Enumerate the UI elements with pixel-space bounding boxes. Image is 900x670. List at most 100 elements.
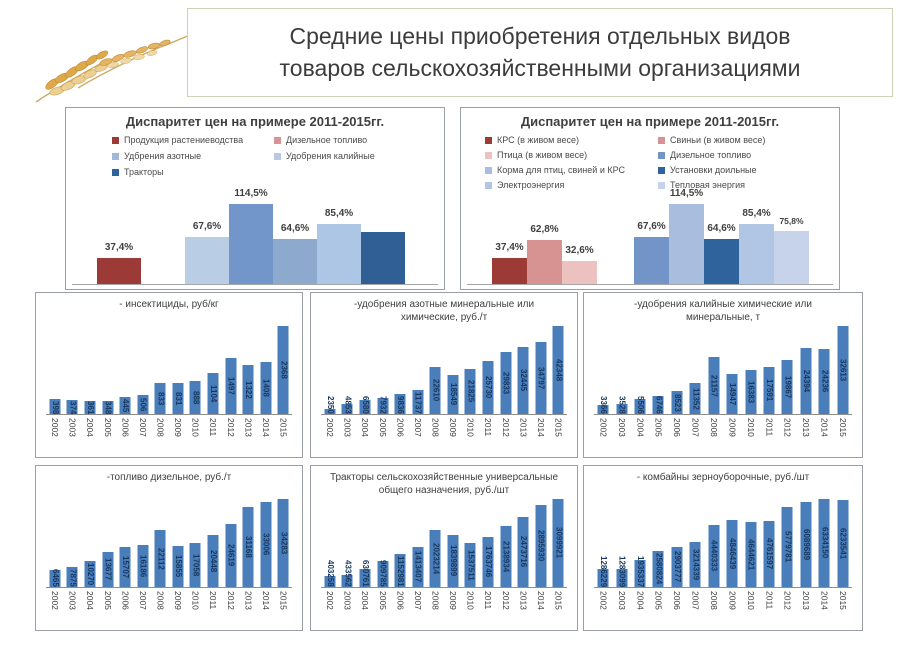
bar-value-label: 1283099 (617, 555, 627, 587)
x-tick-slot: 2004 (356, 418, 374, 452)
chart-title: -удобрения калийные химические или минер… (634, 299, 812, 323)
bar (616, 569, 628, 587)
x-tick-slot: 2012 (778, 591, 796, 625)
bar-value-label: 62,8% (530, 224, 559, 235)
bar (341, 575, 353, 587)
bar-value-label: 15707 (121, 555, 131, 578)
bar (482, 537, 494, 587)
bar (154, 530, 166, 587)
bar-value-label: 24619 (226, 544, 236, 567)
chart-legend: КРС (в живом весе) Свиньи (в живом весе) П… (485, 135, 831, 191)
x-tick-slot: 2007 (134, 591, 152, 625)
bar (704, 239, 739, 284)
x-tick-slot: 2008 (426, 591, 444, 625)
bar-slot: 24619 (222, 499, 240, 587)
bar-value-label: 11352 (691, 387, 701, 410)
bar (708, 525, 720, 587)
bar (137, 545, 149, 587)
bar-slot: 11737 (409, 326, 427, 414)
x-tick-slot: 2014 (532, 591, 550, 625)
legend-label: Продукция растениеводства (124, 135, 244, 145)
bar (394, 394, 406, 414)
bar-slot: 17058 (187, 499, 205, 587)
x-tick-slot: 2008 (151, 418, 169, 452)
bar-slot: 3528 (612, 326, 630, 414)
year-label: 2015 (837, 591, 848, 610)
bar-value-label: 4761597 (765, 538, 774, 570)
chart-plot-area: 403258 433562 630761 909785 1152981 1413407 20… (321, 499, 567, 588)
bar (552, 326, 564, 414)
bar-value-label: 114,5% (669, 188, 704, 199)
x-tick-slot: 2007 (686, 591, 704, 625)
year-label: 2009 (448, 591, 459, 610)
year-label: 2004 (635, 591, 646, 610)
x-tick-slot: 2013 (514, 591, 532, 625)
bar (745, 522, 757, 587)
bar-value-label: 37,4% (104, 242, 134, 253)
bar-value-label: 361 (85, 400, 95, 414)
year-label: 2007 (412, 418, 423, 437)
bar-slot: 2903777 (668, 499, 686, 587)
bar (207, 373, 219, 414)
year-label: 2010 (745, 418, 756, 437)
bar (185, 237, 229, 284)
bar-value-label: 17058 (191, 553, 201, 576)
year-label: 2011 (208, 418, 219, 437)
bar-value-label: 85,4% (324, 208, 354, 219)
slide-title-line-2: товаров сельскохозяйственными организаци… (279, 54, 801, 81)
bar (242, 507, 254, 587)
legend-item: Свиньи (в живом весе) (658, 135, 831, 146)
x-tick-slot: 2015 (833, 591, 851, 625)
legend-label: Птица (в живом весе) (497, 149, 588, 160)
bar-slot: 6089689 (797, 499, 815, 587)
chart-title: - инсектициды, руб/кг (119, 299, 219, 310)
bar-value-label: 3214339 (691, 548, 701, 580)
x-tick-slot: 2014 (815, 591, 833, 625)
bar-slot: 831 (169, 326, 187, 414)
bar (464, 543, 476, 587)
bar-slot: 24236 (815, 326, 833, 414)
year-label: 2006 (395, 418, 406, 437)
x-tick-slot: 2007 (409, 591, 427, 625)
bar-slot: 3099921 (550, 499, 568, 587)
bar-slot: 4644621 (741, 499, 759, 587)
x-tick-slot: 2007 (134, 418, 152, 452)
x-tick-slot: 2002 (321, 591, 339, 625)
bar (189, 543, 201, 587)
bar (763, 521, 775, 587)
year-label: 2005 (102, 591, 113, 610)
bar (49, 570, 61, 587)
bar (652, 396, 664, 414)
bar-slot: 9836 (391, 326, 409, 414)
bar-value-label: 31168 (244, 536, 254, 558)
x-tick-slot: 2006 (668, 418, 686, 452)
mini-chart-diesel-fuel: -топливо дизельное, руб./т 6465 7875 10270… (35, 465, 303, 631)
year-label: 2002 (50, 591, 61, 610)
year-label: 2005 (377, 418, 388, 437)
bar-value-label: 398 (50, 400, 60, 414)
x-tick-slot: 2005 (649, 418, 667, 452)
bar-slot: 6580 (356, 326, 374, 414)
x-tick-slot: 2002 (46, 591, 64, 625)
x-tick-slot: 2002 (594, 591, 612, 625)
year-label: 2005 (653, 418, 664, 437)
bar (429, 367, 441, 414)
legend-swatch (485, 137, 492, 145)
bar-slot: 1839899 (444, 499, 462, 587)
bar (763, 367, 775, 414)
year-label: 2015 (553, 418, 564, 437)
year-label: 2010 (465, 418, 476, 437)
bar (341, 404, 353, 414)
bar (324, 576, 336, 587)
x-tick-slot: 2003 (339, 418, 357, 452)
year-label: 2014 (819, 591, 830, 610)
year-label: 2007 (690, 591, 701, 610)
bar-slot: 4846439 (723, 499, 741, 587)
chart-x-axis: 2002 2003 2004 2005 2006 2007 2008 2009 2010 2011… (594, 591, 852, 625)
bar-slot: 1322 (239, 326, 257, 414)
year-label: 2004 (635, 418, 646, 437)
bar-value-label: 64,6% (707, 223, 736, 234)
bar-slot: 19867 (778, 326, 796, 414)
chart-plot-area: 3366 3528 5506 6746 8523 11352 21157 14947 16383… (594, 326, 852, 415)
year-label: 2015 (278, 591, 289, 610)
